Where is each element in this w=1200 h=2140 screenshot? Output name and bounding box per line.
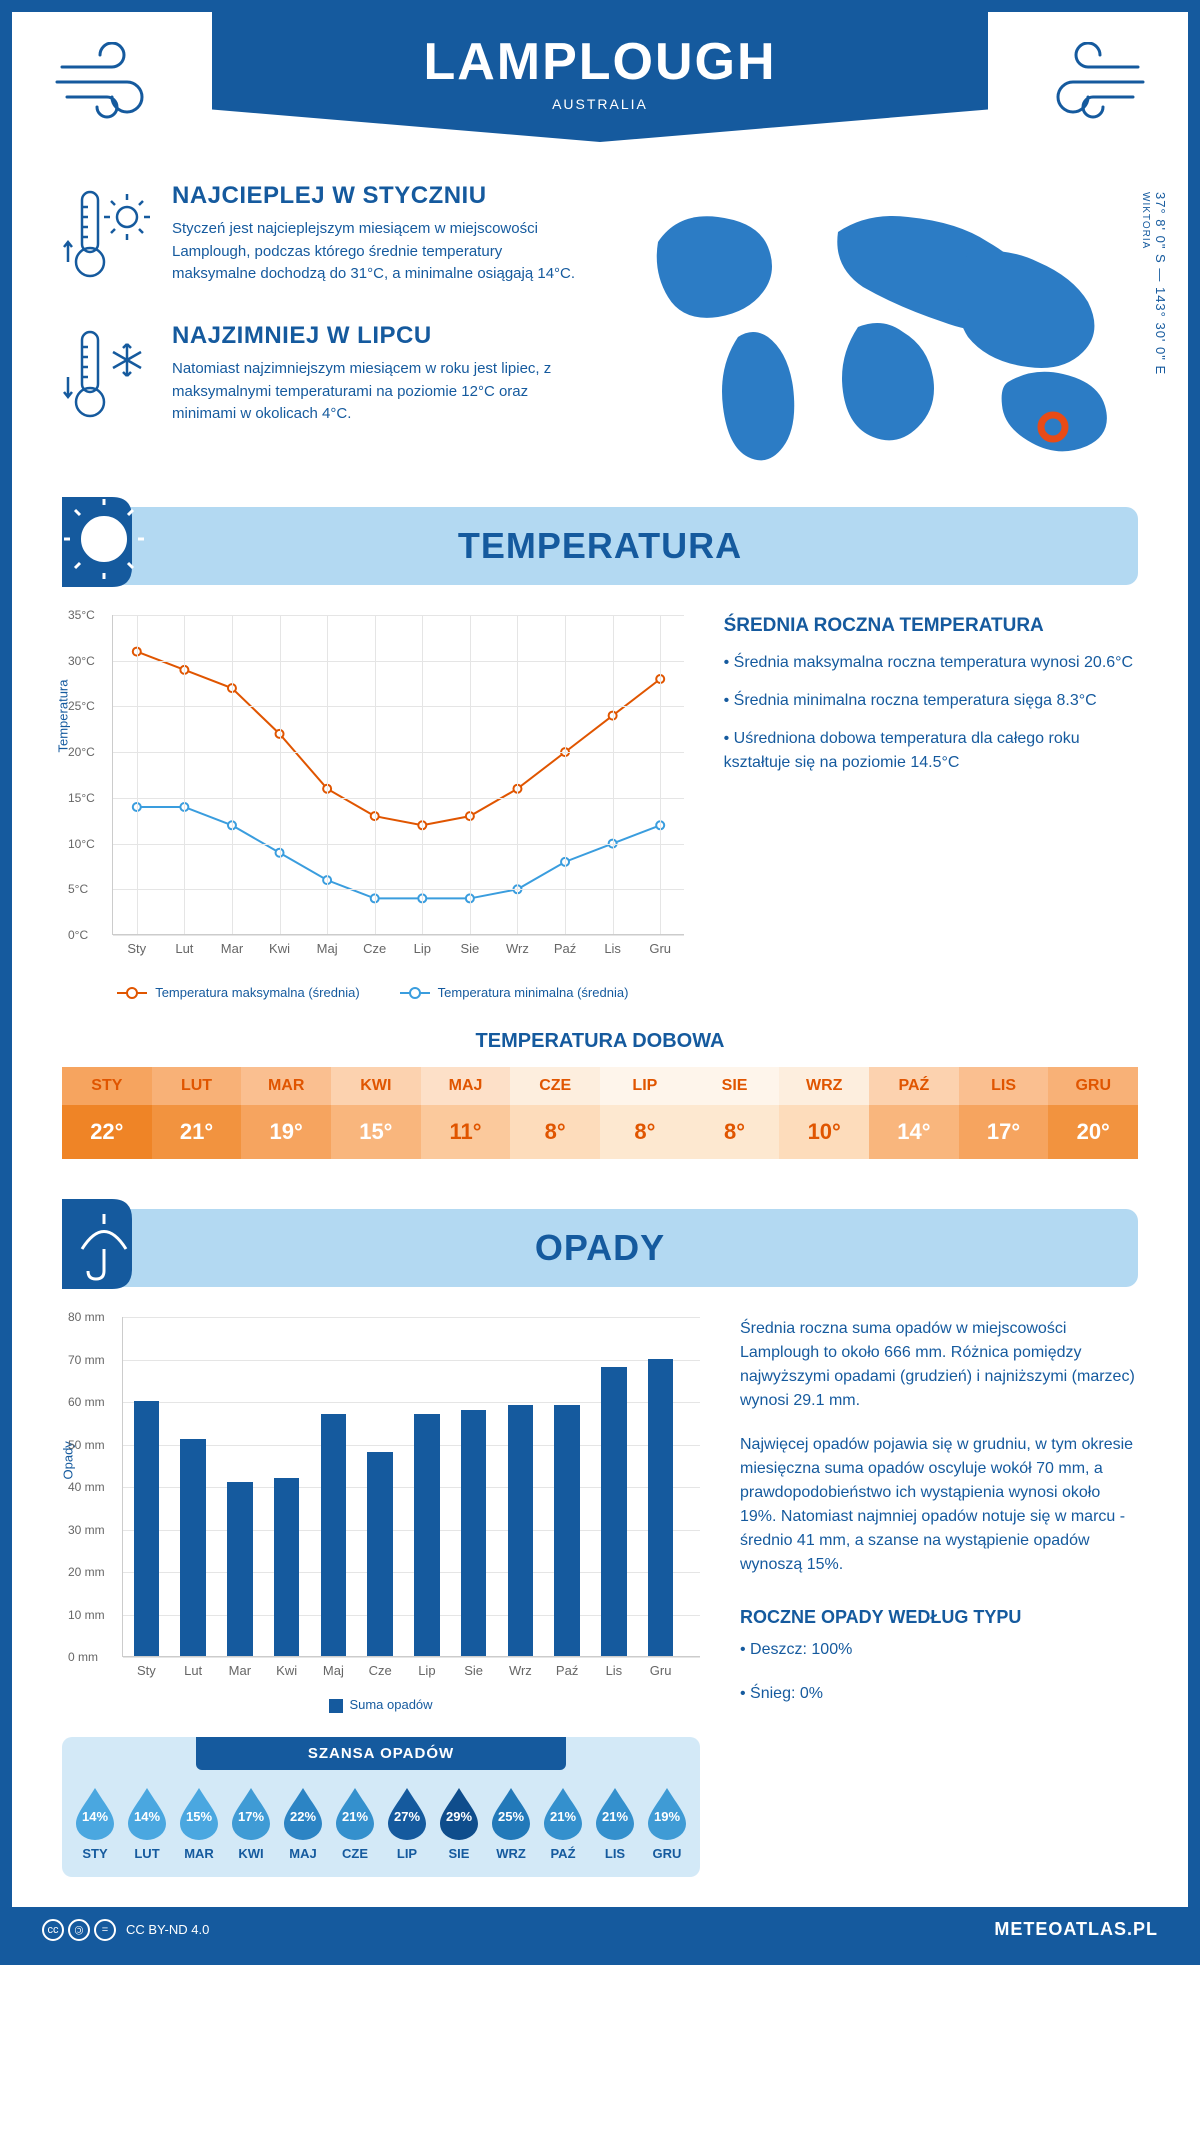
section-precipitation-title: OPADY: [62, 1227, 1138, 1269]
temperature-summary: ŚREDNIA ROCZNA TEMPERATURA • Średnia mak…: [724, 615, 1138, 1000]
precipitation-chance-panel: SZANSA OPADÓW 14%STY14%LUT15%MAR17%KWI22…: [62, 1737, 700, 1877]
page-footer: cc🄯= CC BY-ND 4.0 METEOATLAS.PL: [12, 1907, 1188, 1953]
wind-icon: [52, 42, 172, 122]
location-title: LAMPLOUGH: [212, 32, 988, 92]
location-country: AUSTRALIA: [212, 96, 988, 112]
precipitation-bar-chart: Opady 0 mm10 mm20 mm30 mm40 mm50 mm60 mm…: [122, 1317, 700, 1657]
daily-temp-table: STY22°LUT21°MAR19°KWI15°MAJ11°CZE8°LIP8°…: [62, 1067, 1138, 1159]
precipitation-legend: Suma opadów: [62, 1697, 700, 1713]
license-label: CC BY-ND 4.0: [126, 1922, 209, 1937]
section-precipitation-header: OPADY: [62, 1209, 1138, 1287]
temperature-line-chart: Temperatura 0°C5°C10°C15°C20°C25°C30°C35…: [112, 615, 684, 935]
sun-icon: [62, 497, 162, 587]
section-temperature-header: TEMPERATURA: [62, 507, 1138, 585]
temperature-legend: Temperatura maksymalna (średnia) Tempera…: [62, 985, 684, 1000]
daily-temp-title: TEMPERATURA DOBOWA: [62, 1030, 1138, 1053]
fact-warmest-title: NAJCIEPLEJ W STYCZNIU: [172, 182, 578, 210]
coordinates: 37° 8' 0" S — 143° 30' 0" E WIKTORIA: [1138, 192, 1168, 375]
fact-coldest: NAJZIMNIEJ W LIPCU Natomiast najzimniejs…: [62, 322, 578, 432]
world-map: 37° 8' 0" S — 143° 30' 0" E WIKTORIA: [618, 182, 1138, 467]
section-temperature-title: TEMPERATURA: [62, 525, 1138, 567]
thermometer-sun-icon: [62, 182, 152, 292]
page-header: LAMPLOUGH AUSTRALIA: [212, 12, 988, 142]
thermometer-snow-icon: [62, 322, 152, 432]
precipitation-summary: Średnia roczna suma opadów w miejscowośc…: [740, 1317, 1138, 1877]
fact-coldest-title: NAJZIMNIEJ W LIPCU: [172, 322, 578, 350]
fact-warmest: NAJCIEPLEJ W STYCZNIU Styczeń jest najci…: [62, 182, 578, 292]
wind-icon: [1028, 42, 1148, 122]
umbrella-icon: [62, 1199, 162, 1289]
fact-coldest-text: Natomiast najzimniejszym miesiącem w rok…: [172, 358, 578, 426]
fact-warmest-text: Styczeń jest najcieplejszym miesiącem w …: [172, 218, 578, 286]
brand-label: METEOATLAS.PL: [994, 1919, 1158, 1940]
cc-icon: cc🄯=: [42, 1919, 116, 1941]
